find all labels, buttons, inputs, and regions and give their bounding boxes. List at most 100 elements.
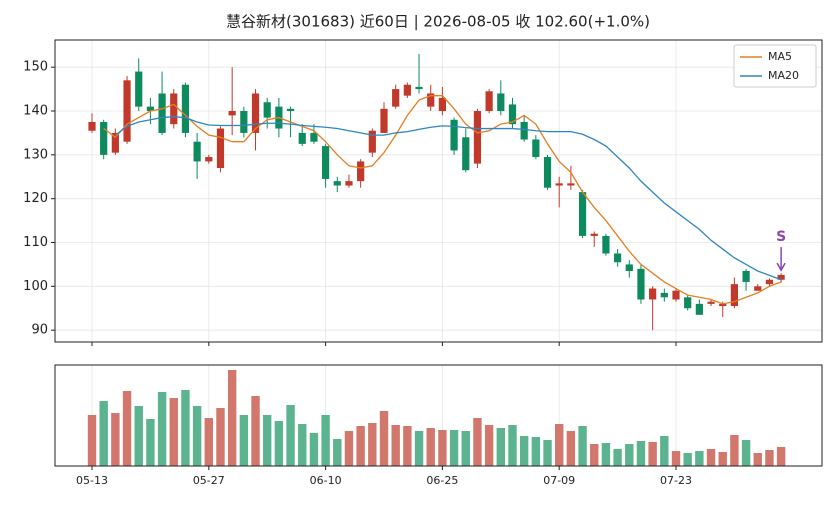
candle-body (181, 84, 190, 133)
candle-body (707, 301, 715, 304)
volume-bar (765, 450, 774, 466)
volume-bar (87, 415, 97, 466)
plot-frame (54, 39, 823, 343)
y-tick-label: 120 (23, 191, 48, 206)
candle-body (427, 93, 435, 107)
candle-body (649, 288, 657, 300)
volume-bar (426, 428, 435, 466)
y-tick-label: 100 (23, 279, 48, 294)
candle-body (450, 119, 458, 151)
volume-bar (263, 415, 272, 466)
candle-body (286, 108, 295, 112)
candle-body (263, 102, 271, 118)
volume-bar (555, 424, 564, 466)
volume-bar (379, 411, 389, 466)
candle-body (310, 132, 318, 142)
volume-bar (484, 425, 494, 466)
volume-bar (636, 441, 646, 466)
candle-body (228, 111, 236, 116)
volume-bar (508, 425, 517, 466)
volume-bar (251, 396, 260, 466)
candle-body (170, 93, 178, 125)
candle-body (205, 157, 213, 162)
volume-bar (695, 451, 704, 466)
candle-body (719, 303, 727, 307)
volume-bar (344, 431, 354, 466)
volume-bar (473, 418, 482, 466)
candle-body (100, 121, 108, 155)
candle-body (730, 284, 738, 307)
volume-bar (309, 433, 319, 466)
candle-body (520, 121, 528, 140)
volume-bar (216, 408, 225, 466)
volume-bar (461, 431, 470, 466)
candle-body (392, 89, 400, 107)
candle-body (403, 84, 411, 96)
volume-bar (625, 444, 634, 466)
candle-body (462, 137, 470, 171)
candle-body (322, 146, 330, 179)
candle-body (123, 80, 131, 142)
candle-body (298, 132, 306, 144)
chart-title: 慧谷新材(301683) 近60日 | 2026-08-05 收 102.60(… (226, 13, 650, 31)
candle-body (88, 121, 96, 131)
x-tick-label: 05-13 (76, 474, 108, 487)
candle-body (146, 106, 154, 112)
volume-bar (227, 370, 237, 466)
volume-bar (730, 435, 739, 466)
volume-bar (99, 401, 108, 466)
candle-body (590, 233, 598, 236)
candle-body (660, 292, 668, 298)
volume-bar (157, 392, 167, 466)
volume-bar (496, 428, 505, 466)
candle-body (345, 181, 353, 186)
candle-body (684, 297, 692, 309)
volume-bar (566, 431, 576, 466)
volume-bar (683, 453, 692, 466)
volume-bar (449, 430, 459, 466)
legend-label: MA20 (768, 69, 799, 82)
candle-body (485, 91, 493, 112)
volume-bar (776, 447, 786, 466)
volume-bar (543, 440, 552, 466)
volume-bar (671, 451, 681, 466)
volume-bar (204, 418, 213, 466)
candle-body (158, 93, 166, 133)
volume-bar (321, 415, 330, 466)
candle-body (695, 303, 703, 315)
volume-bar (391, 425, 400, 466)
ma-line (103, 95, 782, 305)
x-tick-label: 05-27 (193, 474, 225, 487)
volume-bar (111, 413, 120, 466)
volume-bar (660, 436, 669, 466)
volume-bar (741, 440, 751, 466)
y-tick-label: 150 (23, 60, 48, 75)
candle-body (765, 279, 774, 285)
candle-body (672, 290, 680, 300)
volume-bar (356, 426, 365, 466)
candle-body (555, 183, 563, 186)
plot-frame (54, 364, 823, 467)
x-tick-label: 06-10 (310, 474, 342, 487)
x-tick-label: 06-25 (426, 474, 458, 487)
volume-bar (169, 398, 178, 466)
x-tick-label: 07-09 (543, 474, 575, 487)
candle-body (438, 97, 446, 112)
y-tick-label: 110 (23, 235, 48, 250)
candle-body (742, 270, 750, 282)
x-tick-label: 07-23 (660, 474, 692, 487)
volume-bar (333, 439, 342, 466)
y-tick-label: 140 (23, 104, 48, 119)
volume-bar (590, 444, 599, 466)
volume-bar (274, 421, 284, 466)
volume-bar (519, 436, 529, 466)
volume-bar (122, 391, 132, 466)
annotation-arrowhead (776, 262, 786, 272)
volume-bar (298, 424, 307, 466)
volume-bar (181, 390, 190, 466)
candle-body (532, 139, 540, 158)
candle-body (777, 274, 785, 280)
annotation: S (776, 229, 786, 245)
candle-body (543, 157, 552, 188)
